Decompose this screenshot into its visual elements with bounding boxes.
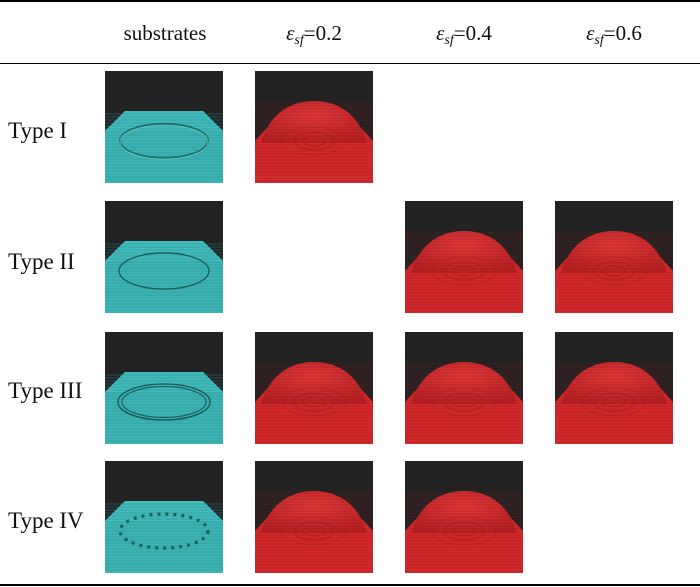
row-label-type-iv: Type IV [8, 508, 84, 533]
droplet-image-type-ii-col-3 [555, 201, 673, 313]
droplet-image-type-iii-col-1 [255, 332, 373, 444]
droplet-image-type-iii-col-2 [405, 332, 523, 444]
table-bottom-rule [0, 584, 700, 586]
column-header-substrates: substrates [123, 21, 207, 45]
substrate-image-type-ii [105, 201, 223, 313]
column-header-eps-0-4: εsf=0.4 [436, 21, 492, 48]
row-label-type-ii: Type II [8, 249, 75, 274]
droplet-image-type-iv-col-1 [255, 461, 373, 573]
substrate-image-type-iii [105, 332, 223, 444]
substrate-image-type-iv [105, 461, 223, 573]
table-header-rule [0, 63, 700, 64]
substrate-image-type-i [105, 71, 223, 183]
droplet-image-type-ii-col-2 [405, 201, 523, 313]
droplet-image-type-iv-col-2 [405, 461, 523, 573]
droplet-image-type-iii-col-3 [555, 332, 673, 444]
row-label-type-iii: Type III [8, 378, 83, 403]
row-label-type-i: Type I [8, 118, 68, 143]
table-top-rule [0, 0, 700, 2]
column-header-eps-0-6: εsf=0.6 [586, 21, 642, 48]
column-header-eps-0-2: εsf=0.2 [286, 21, 342, 48]
droplet-image-type-i-col-1 [255, 71, 373, 183]
